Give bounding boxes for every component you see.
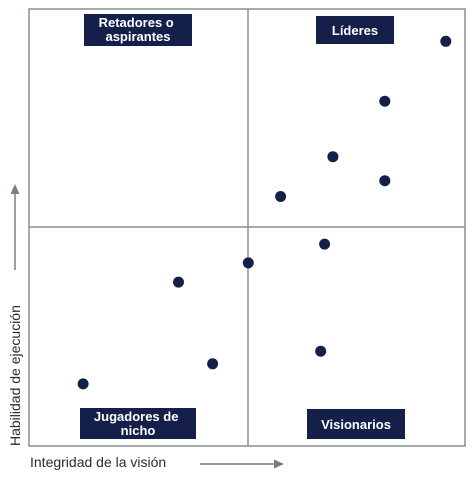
quadrant-label-visionaries-line1: Visionarios xyxy=(321,417,391,432)
y-axis-arrowhead xyxy=(10,184,20,194)
svg-text:Líderes: Líderes xyxy=(332,23,378,38)
quadrant-label-niche-players-line1: Jugadores de xyxy=(94,409,179,424)
svg-text:Retadores o aspirantes: Retadores o aspirantes xyxy=(99,15,178,44)
quadrant-label-leaders-line1: Líderes xyxy=(332,23,378,38)
quadrant-label-challengers-line1: Retadores o xyxy=(99,15,174,30)
data-point-11 xyxy=(77,378,89,390)
y-axis-arrow xyxy=(10,184,20,270)
quadrant-label-leaders-bg xyxy=(316,16,394,44)
svg-text:Visionarios: Visionarios xyxy=(321,417,391,432)
data-point-2 xyxy=(379,95,391,107)
data-point-6 xyxy=(319,238,331,250)
x-axis-arrowhead xyxy=(274,459,284,469)
quadrant-label-niche-players-line2: nicho xyxy=(121,423,156,438)
x-axis-arrow xyxy=(200,459,284,469)
y-axis-title: Habilidad de ejecución xyxy=(7,305,23,446)
data-point-4 xyxy=(379,175,391,187)
quadrant-label-niche-players-bg xyxy=(80,408,196,439)
quadrant-label-niche-players: Jugadores de nicho xyxy=(80,408,196,439)
data-point-7 xyxy=(242,257,254,269)
data-points xyxy=(77,35,452,390)
quadrant-label-challengers: Retadores o aspirantes xyxy=(84,14,192,46)
data-point-3 xyxy=(327,151,339,163)
data-point-8 xyxy=(173,276,184,288)
data-point-5 xyxy=(275,191,287,202)
quadrant-label-challengers-line2: aspirantes xyxy=(105,29,170,44)
quadrant-label-visionaries-bg xyxy=(307,409,405,439)
data-point-1 xyxy=(440,35,452,47)
data-point-10 xyxy=(315,345,327,357)
quadrant-label-challengers-bg xyxy=(84,14,192,46)
quadrant-label-visionaries: Visionarios xyxy=(307,409,405,439)
svg-text:Jugadores de nicho: Jugadores de nicho xyxy=(94,409,182,438)
data-point-9 xyxy=(207,358,219,370)
quadrant-label-leaders: Líderes xyxy=(316,16,394,44)
x-axis-title: Integridad de la visión xyxy=(30,454,166,470)
